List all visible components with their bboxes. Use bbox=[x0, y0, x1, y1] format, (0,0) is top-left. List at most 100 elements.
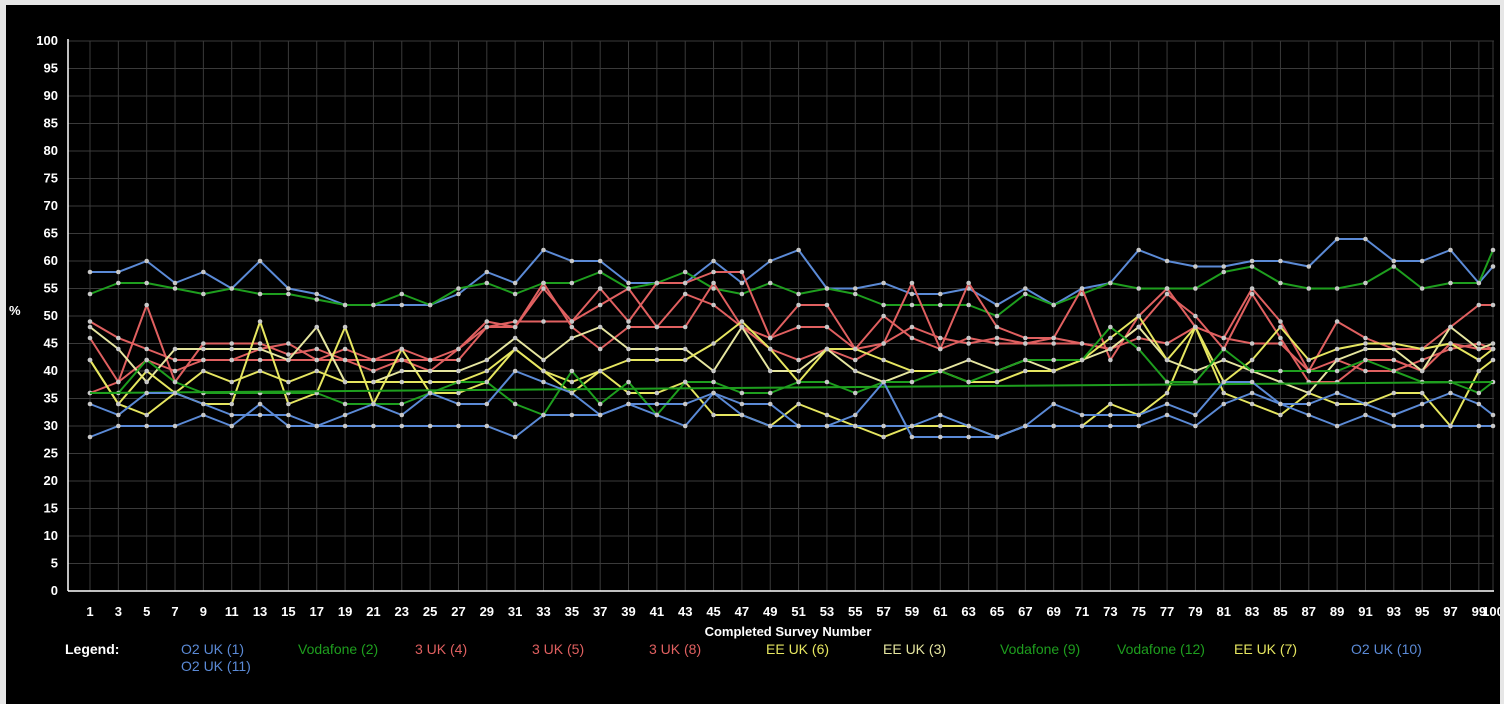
data-point bbox=[1023, 335, 1028, 341]
data-point bbox=[654, 390, 660, 396]
x-tick-label: 23 bbox=[395, 604, 409, 619]
data-point bbox=[1221, 269, 1227, 275]
data-point bbox=[1108, 401, 1113, 407]
data-point bbox=[87, 269, 93, 275]
data-point bbox=[399, 368, 405, 374]
x-tick-label: 85 bbox=[1273, 604, 1287, 619]
data-point bbox=[229, 341, 235, 346]
y-tick-label: 10 bbox=[44, 528, 58, 543]
data-point bbox=[512, 280, 518, 286]
y-tick-label: 65 bbox=[44, 226, 58, 241]
data-point bbox=[1079, 412, 1085, 418]
y-tick-label: 70 bbox=[44, 198, 58, 213]
x-tick-label: 3 bbox=[115, 604, 122, 619]
data-point bbox=[512, 319, 518, 324]
y-tick-label: 45 bbox=[44, 336, 58, 351]
y-tick-label: 30 bbox=[44, 418, 58, 433]
data-point bbox=[626, 324, 631, 330]
data-point bbox=[456, 423, 461, 429]
data-point bbox=[399, 401, 405, 407]
data-point bbox=[767, 401, 773, 407]
x-tick-label: 45 bbox=[706, 604, 720, 619]
y-tick-label: 55 bbox=[44, 281, 58, 296]
data-point bbox=[909, 324, 915, 330]
data-point bbox=[1476, 346, 1482, 352]
data-point bbox=[1079, 423, 1085, 429]
data-point bbox=[257, 368, 263, 374]
data-point bbox=[569, 335, 575, 341]
x-tick-label: 95 bbox=[1415, 604, 1429, 619]
data-point bbox=[257, 412, 263, 418]
data-point bbox=[1164, 258, 1170, 264]
data-point bbox=[512, 346, 518, 352]
data-point bbox=[1136, 346, 1142, 352]
legend-entry: EE UK (3) bbox=[883, 641, 946, 657]
data-point bbox=[739, 269, 745, 275]
data-point bbox=[286, 401, 291, 407]
data-point bbox=[1108, 280, 1113, 286]
data-point bbox=[1306, 412, 1312, 418]
data-point bbox=[342, 302, 348, 308]
y-tick-label: 95 bbox=[44, 61, 58, 76]
data-point bbox=[1249, 368, 1255, 374]
data-point bbox=[1334, 423, 1340, 429]
data-point bbox=[1249, 357, 1255, 363]
data-point bbox=[1164, 286, 1170, 291]
legend-entry: O2 UK (11) bbox=[181, 658, 251, 674]
data-point bbox=[852, 368, 858, 374]
data-point bbox=[1164, 379, 1170, 385]
data-point bbox=[1193, 423, 1198, 429]
data-point bbox=[938, 302, 943, 308]
data-point bbox=[1490, 412, 1496, 418]
data-point bbox=[116, 412, 121, 418]
x-tick-label: 25 bbox=[423, 604, 437, 619]
data-point bbox=[711, 379, 716, 385]
data-point bbox=[569, 319, 575, 324]
x-tick-label: 5 bbox=[143, 604, 150, 619]
data-point bbox=[994, 368, 1000, 374]
data-point bbox=[739, 291, 745, 297]
data-point bbox=[1419, 357, 1425, 363]
data-point bbox=[1136, 423, 1142, 429]
x-tick-label: 51 bbox=[791, 604, 805, 619]
data-point bbox=[682, 291, 688, 297]
data-point bbox=[711, 412, 716, 418]
x-tick-label: 39 bbox=[621, 604, 635, 619]
data-point bbox=[512, 434, 518, 440]
data-point bbox=[257, 341, 263, 346]
y-tick-label: 90 bbox=[44, 88, 58, 103]
data-point bbox=[484, 357, 490, 363]
data-point bbox=[654, 324, 660, 330]
data-point bbox=[1391, 357, 1397, 363]
x-tick-label: 55 bbox=[848, 604, 862, 619]
data-point bbox=[1193, 368, 1198, 374]
data-point bbox=[172, 357, 178, 363]
data-point bbox=[796, 368, 801, 374]
data-point bbox=[484, 379, 490, 385]
data-point bbox=[1306, 401, 1312, 407]
data-point bbox=[87, 319, 93, 324]
data-point bbox=[1278, 258, 1283, 264]
data-point bbox=[1490, 341, 1496, 346]
data-point bbox=[1051, 335, 1056, 341]
data-point bbox=[201, 412, 206, 418]
x-tick-label: 33 bbox=[536, 604, 550, 619]
data-point bbox=[286, 291, 291, 297]
data-point bbox=[1051, 423, 1056, 429]
data-point bbox=[1448, 341, 1453, 346]
data-point bbox=[767, 280, 773, 286]
data-point bbox=[456, 346, 461, 352]
data-point bbox=[1108, 423, 1113, 429]
data-point bbox=[201, 269, 206, 275]
data-point bbox=[626, 346, 631, 352]
data-point bbox=[371, 368, 376, 374]
x-tick-label: 35 bbox=[565, 604, 579, 619]
x-tick-label: 27 bbox=[451, 604, 465, 619]
data-point bbox=[1108, 346, 1113, 352]
data-point bbox=[1136, 286, 1142, 291]
data-point bbox=[1221, 390, 1227, 396]
legend: Legend: O2 UK (1) Vodafone (2) 3 UK (4) 3 U… bbox=[65, 641, 1422, 674]
y-axis-title: % bbox=[9, 303, 21, 318]
data-point bbox=[569, 324, 575, 330]
data-point bbox=[286, 379, 291, 385]
